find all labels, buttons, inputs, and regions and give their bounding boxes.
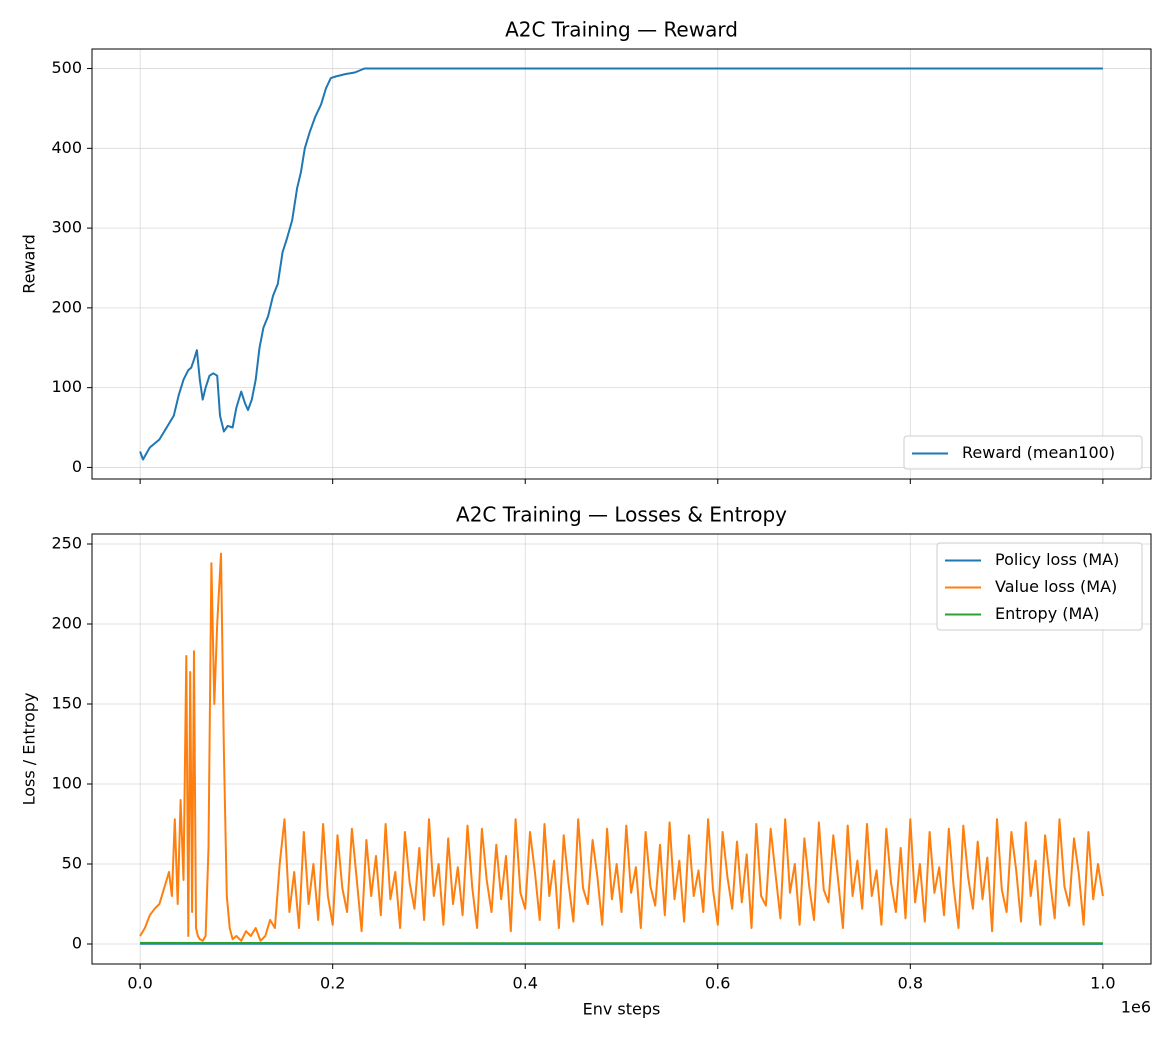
chart-title: A2C Training — Reward — [505, 18, 738, 42]
plot-area — [92, 49, 1151, 479]
x-tick-label: 0.0 — [127, 974, 152, 993]
x-tick-label: 0.6 — [705, 974, 730, 993]
y-tick-label: 200 — [51, 297, 82, 316]
legend-box — [903, 435, 1143, 470]
legend: Policy loss (MA) Value loss (MA) Entropy (… — [936, 542, 1143, 631]
y-axis-label: Reward — [20, 234, 39, 294]
x-tick-label: 0.2 — [320, 974, 345, 993]
y-tick-label: 200 — [51, 614, 82, 633]
y-tick-label: 150 — [51, 694, 82, 713]
x-tick-label: 0.8 — [898, 974, 923, 993]
y-tick-label: 400 — [51, 138, 82, 157]
y-tick-label: 100 — [51, 377, 82, 396]
legend-box — [936, 542, 1143, 631]
y-tick-label: 0 — [72, 457, 82, 476]
series-line — [139, 67, 1103, 461]
x-offset-label: 1e6 — [1121, 998, 1151, 1017]
y-tick-label: 50 — [62, 854, 82, 873]
series-line — [139, 552, 1104, 942]
legend-label: Reward (mean100) — [962, 443, 1115, 462]
legend-label: Value loss (MA) — [995, 577, 1117, 596]
axes-frame — [91, 533, 1152, 965]
x-tick-label: 0.4 — [513, 974, 538, 993]
x-axis-label: Env steps — [583, 1000, 661, 1019]
y-tick-label: 250 — [51, 534, 82, 553]
chart-title: A2C Training — Losses & Entropy — [456, 503, 787, 527]
axes-frame — [91, 48, 1152, 480]
y-tick-label: 0 — [72, 934, 82, 953]
y-tick-label: 300 — [51, 218, 82, 237]
x-tick-label: 1.0 — [1090, 974, 1115, 993]
y-axis-label: Loss / Entropy — [20, 693, 39, 806]
y-tick-label: 500 — [51, 58, 82, 77]
y-tick-label: 100 — [51, 774, 82, 793]
legend-label: Entropy (MA) — [995, 604, 1099, 623]
legend: Reward (mean100) — [903, 435, 1143, 470]
legend-label: Policy loss (MA) — [995, 550, 1119, 569]
